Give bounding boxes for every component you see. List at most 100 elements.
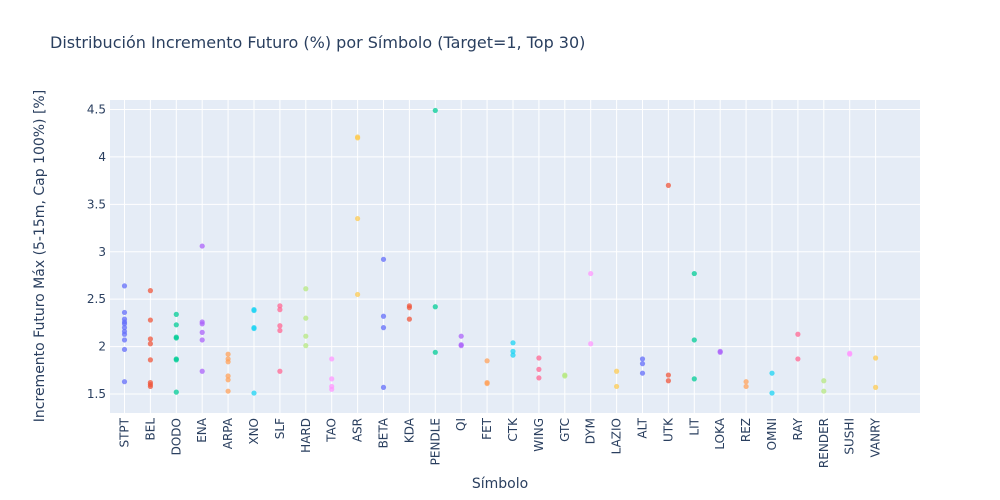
data-point [614,383,620,390]
data-point [380,384,387,390]
y-tick-label: 4 [98,150,106,164]
data-point [510,348,516,354]
y-tick-label: 2.5 [87,292,106,306]
data-point [355,291,361,298]
x-tick-label: OMNI [765,418,779,450]
data-point [303,333,309,339]
data-point [225,359,231,365]
x-tick-label: UTK [661,417,675,442]
x-tick-label: QI [454,418,468,431]
data-point [147,317,153,323]
data-point [225,377,231,383]
data-point [225,351,231,357]
data-point [173,311,179,317]
x-tick-label: LIT [687,417,701,435]
data-point [329,386,335,392]
plot-area [110,100,920,413]
data-point [121,325,128,331]
data-point [406,316,412,322]
data-point [147,341,153,347]
data-point [821,388,827,394]
data-point [432,304,438,310]
data-point [147,357,153,363]
x-tick-label: BETA [377,417,391,448]
data-point [432,107,438,114]
data-point [873,355,879,361]
data-point [743,379,749,385]
data-point [121,337,128,343]
x-tick-label: VANRY [869,417,883,457]
data-point [173,335,179,341]
data-point [277,327,283,334]
data-point [251,307,257,314]
data-point [277,307,283,313]
x-tick-label: DODO [169,418,183,455]
data-point [795,331,801,337]
data-point [121,309,128,316]
data-point [691,337,697,343]
data-point [147,288,153,294]
data-point [277,323,283,329]
x-tick-label: LAZIO [610,418,624,454]
data-point [536,375,542,381]
data-point [147,336,153,342]
data-point [329,356,335,362]
data-point [303,286,309,292]
x-tick-label: HARD [299,418,313,453]
data-point [199,329,205,335]
data-point [536,355,542,361]
data-point [380,325,387,331]
data-point [121,321,128,327]
x-axis: STPT BEL DODO ENA ARPA XNO SLF HARD TAO ASR BETA KD… [118,417,883,468]
x-tick-label: TAO [325,418,339,443]
data-point [510,352,516,358]
x-tick-label: CTK [506,417,520,442]
data-point [147,383,153,390]
y-tick-label: 3 [98,245,106,259]
x-tick-label: ENA [195,417,209,443]
data-point [199,337,205,343]
x-tick-label: ALT [636,417,650,438]
x-tick-label: KDA [402,417,416,443]
data-point [588,341,594,347]
data-point [173,389,179,395]
data-point [199,243,205,249]
data-point [199,321,205,327]
y-tick-label: 4.5 [87,102,106,116]
data-point [588,270,594,277]
x-tick-label: DYM [584,418,598,444]
data-point [873,384,879,390]
data-point [639,361,646,367]
data-point [691,270,697,277]
data-point [355,215,361,222]
data-point [536,366,542,372]
data-point [173,357,179,363]
data-point [458,343,464,349]
data-point [639,370,646,376]
data-point [251,325,257,332]
x-tick-label: PENDLE [428,418,442,465]
x-tick-label: STPT [118,417,132,447]
x-tick-label: WING [532,418,546,452]
y-axis: 1.5 2 2.5 3 3.5 4 4.5 [87,102,106,401]
data-point [277,368,283,374]
x-tick-label: XNO [247,418,261,445]
data-points [121,107,879,396]
data-point [380,313,387,319]
x-tick-label: BEL [143,418,157,441]
data-point [380,256,387,262]
data-point [665,378,672,384]
data-point [121,283,128,289]
data-point [614,368,620,374]
data-point [562,373,568,379]
x-tick-label: RENDER [817,418,831,468]
data-point [121,331,128,337]
data-point [225,388,231,394]
x-tick-label: SLF [273,418,287,439]
x-axis-title: Símbolo [472,476,528,492]
data-point [458,333,464,339]
x-tick-label: GTC [558,418,572,442]
data-point [303,315,309,321]
